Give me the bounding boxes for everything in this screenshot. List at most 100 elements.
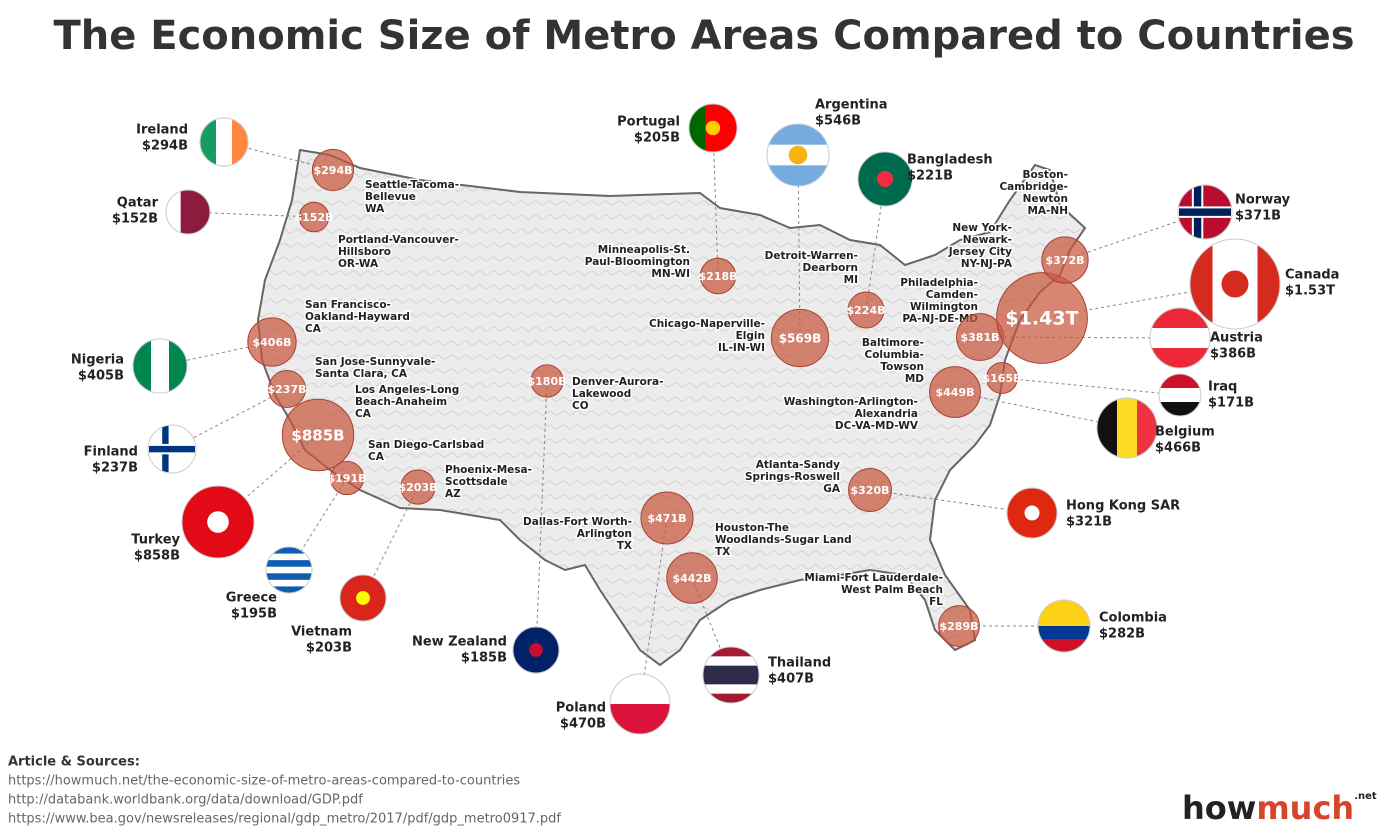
- metro-value: $1.43T: [1005, 308, 1078, 330]
- flag-ring: [609, 673, 671, 735]
- flag: [1178, 185, 1232, 239]
- flag: [858, 152, 912, 206]
- metro-value: $289B: [940, 620, 979, 633]
- flag-stripe: [689, 104, 706, 152]
- metro-name: IL-IN-WI: [718, 342, 765, 354]
- country-value: $152B: [112, 212, 158, 227]
- metro-name: Miami-Fort Lauderdale-: [804, 572, 943, 584]
- metro-name: MI: [844, 274, 858, 286]
- flag: [1150, 308, 1210, 368]
- flag-stripe: [1150, 348, 1210, 368]
- metro-bubble: [848, 468, 892, 512]
- metro-bubble: [311, 148, 355, 192]
- country-name: Vietnam: [291, 625, 352, 640]
- flag-ring: [766, 123, 830, 187]
- country-name: Iraq: [1208, 380, 1237, 395]
- flag-stripe: [1150, 328, 1210, 349]
- metro-value: $449B: [936, 386, 975, 399]
- country-value: $386B: [1210, 347, 1256, 362]
- flag-stripe: [610, 704, 670, 734]
- country-value: $546B: [815, 114, 861, 129]
- country-value: $407B: [768, 672, 814, 687]
- flag-stripe: [195, 190, 210, 234]
- metro-bubble: [996, 272, 1088, 364]
- country-name: Bangladesh: [907, 153, 993, 168]
- flag-ring: [1158, 373, 1202, 417]
- flag-stripe: [703, 675, 759, 685]
- flag-stripe: [703, 656, 759, 667]
- flag-ring: [181, 485, 255, 559]
- metro-bubble: [281, 398, 355, 472]
- logo: howmuch.net: [1182, 789, 1377, 827]
- metro-name: New York-: [952, 222, 1012, 234]
- country-value: $466B: [1155, 441, 1201, 456]
- metro-name: Wilmington: [910, 301, 978, 313]
- metro-name: Alexandria: [854, 408, 918, 420]
- country-value: $203B: [306, 641, 352, 656]
- flag-emblem: [1024, 505, 1040, 521]
- metro-name: Paul-Bloomington: [585, 256, 690, 268]
- flag-ring: [1096, 397, 1158, 459]
- country-value: $171B: [1208, 396, 1254, 411]
- country-name: Thailand: [768, 656, 831, 671]
- metro-bubble: [938, 605, 980, 647]
- flag-ring: [132, 338, 188, 394]
- flag: [689, 104, 737, 152]
- country-name: Ireland: [136, 123, 188, 138]
- country-name: New Zealand: [412, 635, 507, 650]
- flag-stripe: [703, 665, 759, 676]
- flag-stripe: [266, 560, 312, 568]
- metro-name: TX: [715, 546, 730, 558]
- metro-name: San Jose-Sunnyvale-: [315, 356, 435, 368]
- source-link: http://databank.worldbank.org/data/downl…: [8, 793, 363, 808]
- metro-name: Los Angeles-Long: [355, 384, 459, 396]
- country-value: $321B: [1066, 515, 1112, 530]
- country-value: $1.53T: [1285, 284, 1335, 299]
- flag-stripe: [721, 104, 737, 152]
- country-value: $282B: [1099, 627, 1145, 642]
- flag-ring: [1149, 307, 1211, 369]
- metro-bubble: [640, 491, 694, 545]
- metro-name: Detroit-Warren-: [765, 250, 858, 262]
- metro-value: $165B: [983, 372, 1022, 385]
- country-name: Norway: [1235, 193, 1291, 208]
- logo-part: .net: [1354, 791, 1377, 802]
- country-name: Turkey: [131, 533, 180, 548]
- country-name: Poland: [556, 701, 606, 716]
- metro-name: Towson: [880, 361, 924, 373]
- flag-stripe: [151, 339, 170, 393]
- country-name: Colombia: [1099, 611, 1167, 626]
- country-name: Belgium: [1155, 425, 1215, 440]
- metro-name: Portland-Vancouver-: [338, 234, 459, 246]
- metro-name: Newark-: [963, 234, 1012, 246]
- flag-stripe: [1097, 398, 1118, 458]
- title: The Economic Size of Metro Areas Compare…: [53, 13, 1354, 59]
- metro-name: Bellevue: [365, 191, 416, 203]
- metro-name: Minneapolis-St.: [598, 244, 690, 256]
- flag-emblem: [207, 511, 229, 533]
- flag-stripe: [767, 124, 829, 146]
- metro-name: San Diego-Carlsbad: [368, 439, 484, 451]
- flag-stripe: [1159, 374, 1201, 389]
- flag-stripe: [1159, 388, 1201, 403]
- metro-name: Newton: [1023, 193, 1068, 205]
- flag-stripe: [1150, 308, 1210, 329]
- metro-name: Washington-Arlington-: [784, 396, 918, 408]
- flag-stripe: [200, 118, 217, 166]
- country-name: Finland: [84, 445, 138, 460]
- flag-cross: [148, 443, 196, 455]
- metro-value: $203B: [399, 481, 438, 494]
- metro-value: $294B: [314, 164, 353, 177]
- flag-stripe: [1257, 239, 1280, 329]
- logo-part: much: [1256, 789, 1354, 827]
- source-link: https://howmuch.net/the-economic-size-of…: [8, 774, 520, 789]
- metro-name: Boston-: [1022, 169, 1068, 181]
- leader-line: [639, 517, 668, 705]
- flag-ring: [1177, 184, 1233, 240]
- logo-part: how: [1182, 789, 1256, 827]
- metro-name: WA: [365, 203, 385, 215]
- metro-name: Scottsdale: [445, 476, 508, 488]
- flag: [200, 118, 248, 166]
- metro-name: Jersey City: [948, 246, 1012, 258]
